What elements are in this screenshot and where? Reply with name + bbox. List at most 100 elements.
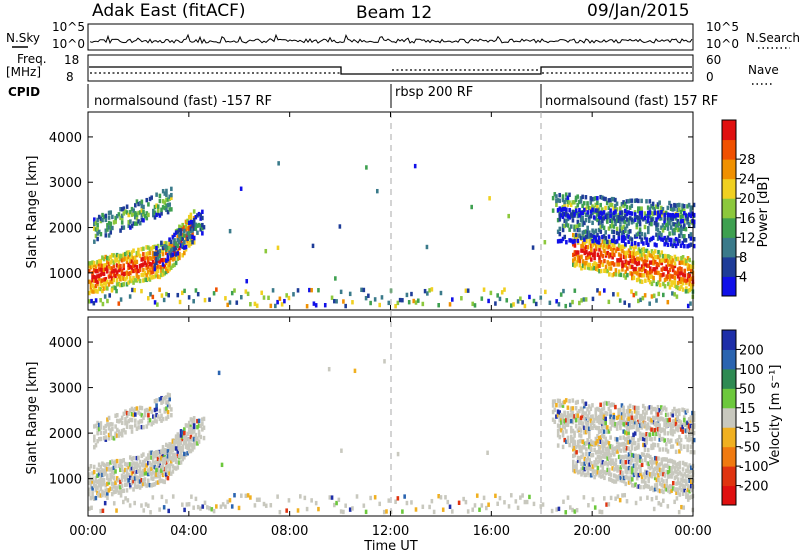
data-cell xyxy=(647,453,650,458)
data-cell xyxy=(656,412,660,417)
data-cell xyxy=(615,415,619,421)
x-tick-label: 00:00 xyxy=(674,524,711,539)
data-cell xyxy=(683,234,686,239)
y-tick-label: 2000 xyxy=(49,222,82,237)
data-cell xyxy=(591,425,594,431)
data-cell xyxy=(128,252,132,257)
data-cell xyxy=(588,472,591,478)
data-cell xyxy=(187,424,191,430)
data-cell xyxy=(169,458,173,464)
data-cell xyxy=(633,431,637,436)
data-cell xyxy=(642,436,645,442)
data-cell xyxy=(114,285,117,291)
data-cell xyxy=(687,222,691,228)
data-cell xyxy=(599,224,603,229)
data-cell xyxy=(622,254,626,260)
data-cell xyxy=(269,303,273,309)
data-cell xyxy=(597,407,601,412)
data-cell xyxy=(624,219,627,225)
data-cell xyxy=(556,239,560,244)
data-cell xyxy=(138,201,142,206)
data-cell xyxy=(632,424,635,430)
data-cell xyxy=(145,215,149,221)
data-cell xyxy=(671,459,675,465)
data-cell xyxy=(665,424,668,429)
data-cell xyxy=(673,275,677,281)
data-cell xyxy=(689,418,693,423)
data-cell xyxy=(648,213,652,219)
data-cell xyxy=(569,429,573,434)
data-cell xyxy=(617,246,621,251)
data-cell xyxy=(686,266,690,272)
data-cell xyxy=(553,192,557,197)
data-cell xyxy=(668,489,672,495)
colorbar-swatch xyxy=(722,159,736,180)
data-cell xyxy=(109,279,112,284)
data-cell xyxy=(586,456,590,461)
data-cell xyxy=(165,207,168,213)
data-cell xyxy=(571,239,575,245)
data-cell xyxy=(582,495,586,500)
data-cell xyxy=(178,438,181,443)
data-cell xyxy=(97,259,101,264)
data-cell xyxy=(184,452,188,457)
data-cell xyxy=(660,260,664,266)
data-cell xyxy=(614,479,618,484)
data-cell xyxy=(150,195,153,200)
data-cell xyxy=(678,279,682,284)
data-cell xyxy=(568,398,571,404)
data-cell xyxy=(686,289,690,294)
data-cell xyxy=(187,449,191,454)
data-cell xyxy=(179,231,183,236)
data-cell xyxy=(650,236,653,242)
data-cell xyxy=(662,464,665,469)
data-cell xyxy=(653,436,657,441)
data-cell xyxy=(689,264,693,270)
data-cell xyxy=(128,483,132,488)
data-cell xyxy=(186,436,189,442)
data-cell xyxy=(601,425,604,431)
data-cell xyxy=(117,274,121,279)
data-cell xyxy=(671,432,675,437)
data-cell xyxy=(673,475,677,481)
data-cell xyxy=(168,207,172,212)
data-cell xyxy=(596,415,599,421)
data-cell xyxy=(556,412,560,418)
data-cell xyxy=(586,414,589,419)
data-cell xyxy=(657,280,660,285)
data-cell xyxy=(155,248,158,253)
data-cell xyxy=(191,220,194,225)
data-cell xyxy=(509,493,513,498)
data-cell xyxy=(192,505,195,510)
data-cell xyxy=(156,250,160,255)
data-cell xyxy=(144,502,148,507)
data-cell xyxy=(590,473,593,478)
data-cell xyxy=(643,442,647,448)
data-cell xyxy=(585,244,588,250)
data-cell xyxy=(647,277,650,283)
data-cell xyxy=(625,233,629,239)
data-cell xyxy=(598,458,601,464)
data-cell xyxy=(593,469,596,474)
data-cell xyxy=(686,220,689,225)
data-cell xyxy=(637,272,641,277)
data-cell xyxy=(596,438,599,444)
y-tick-label: 4000 xyxy=(49,336,82,351)
data-cell xyxy=(563,418,567,424)
data-cell xyxy=(488,196,491,201)
data-cell xyxy=(158,213,162,218)
data-cell xyxy=(120,473,124,478)
data-cell xyxy=(133,268,137,273)
data-cell xyxy=(410,500,413,505)
power-heatmap-data xyxy=(88,161,696,309)
data-cell xyxy=(219,504,223,509)
data-cell xyxy=(127,265,130,271)
data-cell xyxy=(638,222,642,227)
data-cell xyxy=(651,415,655,421)
data-cell xyxy=(658,253,662,258)
data-cell xyxy=(621,470,624,476)
data-cell xyxy=(267,295,270,301)
data-cell xyxy=(580,467,583,472)
data-cell xyxy=(151,274,155,280)
data-cell xyxy=(673,263,677,269)
